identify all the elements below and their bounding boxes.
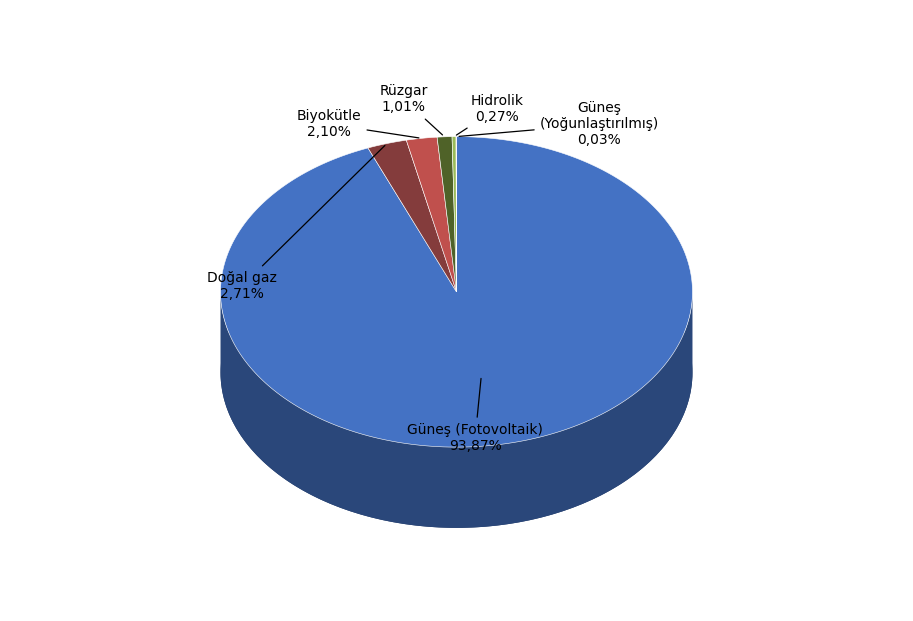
Polygon shape [221,137,692,447]
Text: Biyokütle
2,10%: Biyokütle 2,10% [297,109,419,139]
Ellipse shape [221,217,692,528]
Polygon shape [406,137,456,292]
Polygon shape [221,291,692,528]
Polygon shape [452,137,456,292]
Text: Doğal gaz
2,71%: Doğal gaz 2,71% [207,145,385,301]
Text: Güneş
(Yoğunlaştırılmış)
0,03%: Güneş (Yoğunlaştırılmış) 0,03% [459,101,659,147]
Text: Güneş (Fotovoltaik)
93,87%: Güneş (Fotovoltaik) 93,87% [407,378,543,453]
Polygon shape [437,137,456,292]
Text: Rüzgar
1,01%: Rüzgar 1,01% [380,84,443,135]
Text: Hidrolik
0,27%: Hidrolik 0,27% [456,94,523,135]
Polygon shape [368,140,456,292]
